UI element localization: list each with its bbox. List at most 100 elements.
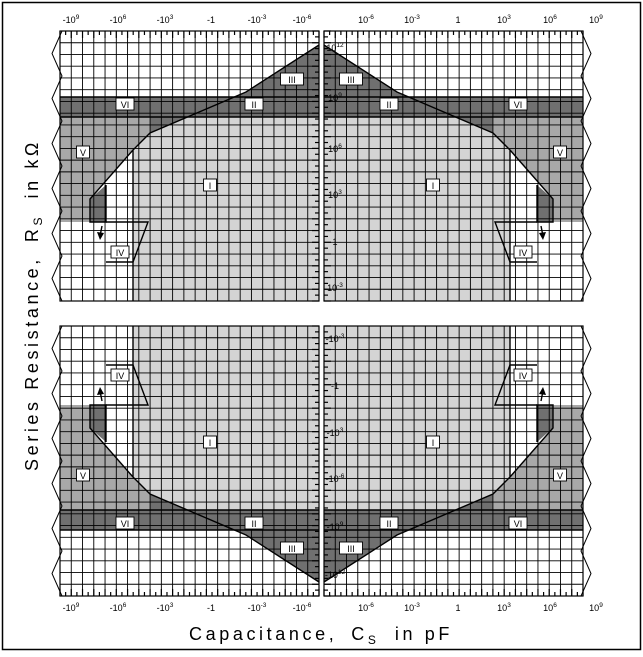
region-label-v: V (76, 468, 90, 482)
region-label-i: I (203, 435, 217, 449)
top-tick-labels: -109 -106 -103 -1 -10-3 -10-6 10-6 10-3 … (63, 14, 604, 25)
region-label-text: I (209, 438, 212, 448)
region-label-iii: III (280, 541, 304, 555)
axis-ticks (323, 30, 584, 302)
boundary-region-i (132, 326, 320, 583)
region-label-box (553, 468, 567, 482)
axis-ticks (323, 325, 584, 597)
panel-break-left (51, 30, 63, 302)
x-tick-bottom-right-1: 10-3 (404, 602, 420, 613)
region-label-text: V (80, 471, 86, 481)
region-label-box (110, 368, 130, 382)
boundary-region-iv (493, 221, 537, 263)
x-tick-top-left-4: -10-3 (248, 14, 267, 25)
x-tick-bottom-left-3: -1 (207, 603, 215, 613)
region-label-box (110, 245, 130, 259)
region-label-text: II (386, 519, 391, 529)
boundary-region-i (323, 326, 511, 583)
region-label-text: I (432, 438, 435, 448)
boundary-region-v (509, 149, 554, 223)
region-iv-arrowhead (539, 387, 546, 395)
region-label-text: VI (121, 519, 130, 529)
region-label-text: VI (514, 519, 523, 529)
region-label-vi: VI (115, 516, 135, 530)
region-label-box (553, 145, 567, 159)
panel-break-left (580, 325, 592, 597)
region-label-iii: III (339, 541, 363, 555)
x-tick-top-left-5: -10-6 (293, 14, 312, 25)
region-label-box (513, 245, 533, 259)
y-tick-upper-2: 106 (328, 143, 342, 154)
region-boundaries (60, 44, 320, 301)
region-label-i: I (426, 435, 440, 449)
region-label-box (76, 145, 90, 159)
region-label-box (513, 368, 533, 382)
x-tick-top-right-2: 1 (455, 15, 460, 25)
region-label-ii: II (244, 97, 264, 111)
region-label-iv: IV (110, 245, 130, 259)
region-label-box (115, 516, 135, 530)
region-label-box (280, 541, 304, 555)
y-tick-upper-3: 103 (328, 189, 342, 200)
x-tick-top-right-1: 10-3 (404, 14, 420, 25)
boundary-region-i (132, 44, 320, 301)
x-tick-top-left-0: -109 (63, 14, 80, 25)
region-label-text: II (251, 519, 256, 529)
region-vi-area (60, 97, 319, 117)
region-iv-arrowhead (539, 232, 546, 240)
bottom-tick-labels: -109 -106 -103 -1 -10-3 -10-6 10-6 10-3 … (63, 602, 604, 613)
region-label-iii: III (280, 72, 304, 86)
region-label-text: IV (519, 371, 528, 381)
x-tick-bottom-left-5: -10-6 (293, 602, 312, 613)
region-label-box (203, 178, 217, 192)
region-label-text: III (288, 75, 296, 85)
region-i-area (133, 326, 319, 535)
y-tick-lower-1: -1 (331, 381, 339, 391)
region-label-iv: IV (513, 245, 533, 259)
region-i-area (324, 326, 510, 535)
grid-lines (60, 326, 319, 596)
region-boundaries (60, 326, 320, 583)
region-iv-arrowhead (97, 232, 104, 240)
y-tick-lower-0: -10-3 (326, 333, 345, 344)
boundary-region-iv (106, 364, 150, 406)
region-label-text: VI (121, 100, 130, 110)
region-label-iv: IV (110, 368, 130, 382)
region-vi-area (60, 510, 319, 530)
region-vi-area (324, 510, 583, 530)
region-label-text: III (288, 544, 296, 554)
panel-break-left (51, 325, 63, 597)
x-tick-top-right-5: 109 (589, 14, 603, 25)
y-tick-upper-4: 1 (332, 237, 337, 247)
region-label-box (280, 72, 304, 86)
grid-lines (324, 326, 583, 596)
region-label-box (115, 97, 135, 111)
region-label-box (244, 97, 264, 111)
region-label-iii: III (339, 72, 363, 86)
grid-lines (60, 31, 319, 301)
region-label-vi: VI (508, 516, 528, 530)
region-label-vi: VI (508, 97, 528, 111)
y-tick-upper-0: 1012 (326, 42, 344, 53)
grid-lines (324, 31, 583, 301)
region-label-box (244, 516, 264, 530)
region-label-text: II (386, 100, 391, 110)
y-tick-lower-5: -1012 (325, 569, 346, 580)
region-label-text: VI (514, 100, 523, 110)
region-label-box (339, 72, 363, 86)
region-label-ii: II (244, 516, 264, 530)
region-i-area (324, 92, 510, 301)
axis-ticks (59, 325, 320, 597)
region-label-i: I (426, 178, 440, 192)
center-axis-labels: 1012 109 106 103 1 10-3 -10-3 -1 -103 -1… (325, 42, 346, 580)
boundary-region-v (509, 404, 554, 478)
region-boundaries (323, 44, 583, 301)
boundary-region-iv (106, 221, 150, 263)
region-label-box (508, 516, 528, 530)
region-label-text: II (251, 100, 256, 110)
panel-break-left (580, 30, 592, 302)
